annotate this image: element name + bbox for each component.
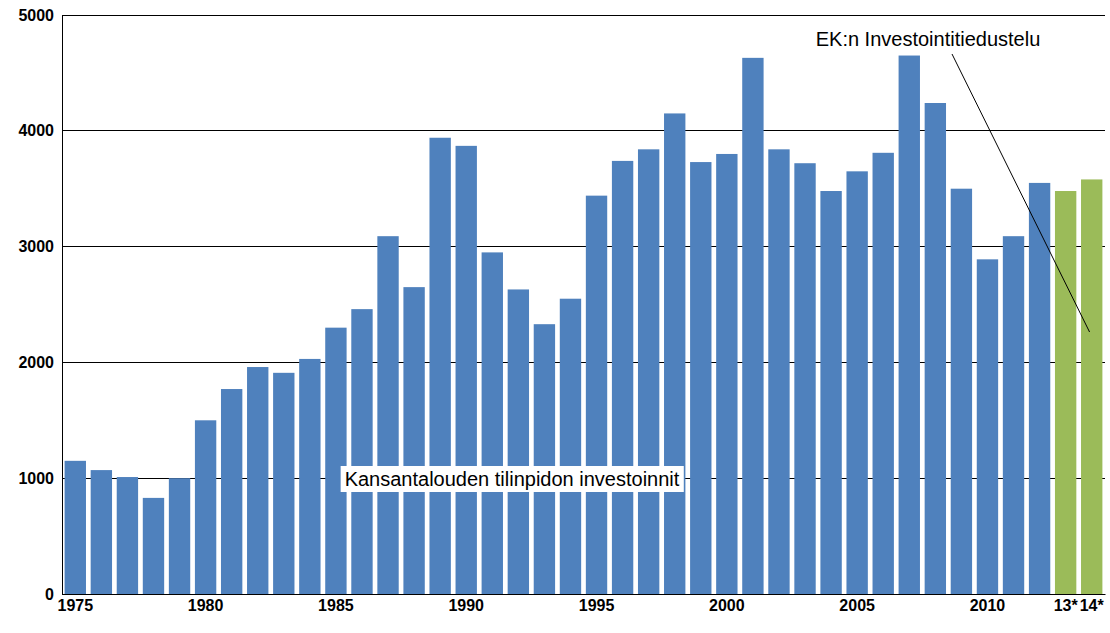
y-tick-label: 1000 — [18, 470, 54, 487]
annotations: Kansantalouden tilinpidon investoinnit EK… — [341, 28, 1090, 492]
annotation-pointer — [952, 54, 1090, 332]
y-axis-line — [62, 16, 63, 595]
bar — [534, 324, 555, 594]
x-tick-label: 2005 — [839, 597, 875, 614]
bars — [65, 56, 1103, 594]
bar — [143, 498, 164, 594]
chart: 0 1000 2000 3000 4000 5000 1975 1980 1985 1990 199… — [0, 0, 1110, 633]
x-tick-label: 1990 — [448, 597, 484, 614]
bar — [820, 191, 841, 594]
bar — [456, 146, 477, 594]
x-tick: 2000 — [709, 597, 745, 614]
x-tick-label: 1985 — [318, 597, 354, 614]
bar — [65, 461, 86, 594]
x-tick-label: 1975 — [57, 597, 93, 614]
bar — [273, 373, 294, 594]
y-tick-label: 2000 — [18, 354, 54, 371]
grid-line — [62, 130, 1105, 131]
bar — [403, 287, 424, 594]
grid-line — [62, 246, 1105, 247]
annotation-box: Kansantalouden tilinpidon investoinnit — [341, 466, 684, 492]
bar — [873, 153, 894, 594]
bar — [325, 328, 346, 594]
x-tick: 1975 — [57, 597, 93, 614]
bar — [768, 149, 789, 594]
x-tick: 14* — [1080, 597, 1105, 614]
x-tick-label: 14* — [1080, 597, 1105, 614]
bar — [716, 154, 737, 594]
x-tick-label: 1980 — [188, 597, 224, 614]
x-tick: 2010 — [970, 597, 1006, 614]
grid-line — [62, 362, 1105, 363]
bar — [951, 189, 972, 594]
bar — [351, 309, 372, 594]
bar — [794, 163, 815, 594]
y-tick-label: 5000 — [18, 7, 54, 24]
bar — [1029, 183, 1050, 594]
y-tick-label: 4000 — [18, 122, 54, 139]
grid — [62, 15, 1105, 594]
bar — [508, 289, 529, 594]
bar — [664, 113, 685, 594]
bar — [299, 359, 320, 594]
bar — [925, 103, 946, 594]
y-tick-label: 0 — [45, 586, 54, 603]
annotation: Kansantalouden tilinpidon investoinnit — [345, 468, 680, 490]
bar — [586, 196, 607, 594]
bar — [1055, 191, 1076, 594]
x-tick: 2005 — [839, 597, 875, 614]
bar — [612, 161, 633, 594]
bar — [377, 236, 398, 594]
x-tick: 1985 — [318, 597, 354, 614]
y-tick: 3000 — [18, 238, 54, 255]
plot: 0 1000 2000 3000 4000 5000 1975 1980 1985 1990 199… — [18, 7, 1105, 615]
bar — [899, 56, 920, 594]
y-tick: 1000 — [18, 470, 54, 487]
bar — [247, 367, 268, 594]
x-tick-label: 13* — [1054, 597, 1079, 614]
y-tick: 5000 — [18, 7, 54, 24]
y-tick: 4000 — [18, 122, 54, 139]
bar — [977, 259, 998, 594]
bar — [1003, 236, 1024, 594]
bar — [638, 149, 659, 594]
bar — [690, 162, 711, 594]
y-axis: 0 1000 2000 3000 4000 5000 — [18, 7, 62, 603]
grid-line — [62, 15, 1105, 16]
bar — [169, 478, 190, 594]
bar — [482, 252, 503, 594]
x-tick: 1980 — [188, 597, 224, 614]
annotation: EK:n Investointitiedustelu — [816, 28, 1041, 50]
annotation-background — [341, 466, 684, 492]
bar — [1081, 179, 1102, 594]
x-tick-label: 2010 — [970, 597, 1006, 614]
x-tick-label: 1995 — [579, 597, 615, 614]
x-tick: 13* — [1054, 597, 1079, 614]
bar — [846, 171, 867, 594]
x-axis: 1975 1980 1985 1990 1995 2000 2005 2010 13*14* — [57, 595, 1105, 615]
x-axis-line — [63, 594, 1106, 595]
y-tick: 2000 — [18, 354, 54, 371]
grid-line — [62, 594, 1105, 595]
bar — [742, 58, 763, 594]
x-tick: 1990 — [448, 597, 484, 614]
bar — [221, 389, 242, 594]
bar — [560, 299, 581, 594]
y-tick-label: 3000 — [18, 238, 54, 255]
bar — [195, 420, 216, 594]
bar — [91, 470, 112, 594]
x-tick-label: 2000 — [709, 597, 745, 614]
y-tick: 0 — [45, 586, 54, 603]
bar — [117, 477, 138, 594]
bar — [429, 138, 450, 594]
x-tick: 1995 — [579, 597, 615, 614]
